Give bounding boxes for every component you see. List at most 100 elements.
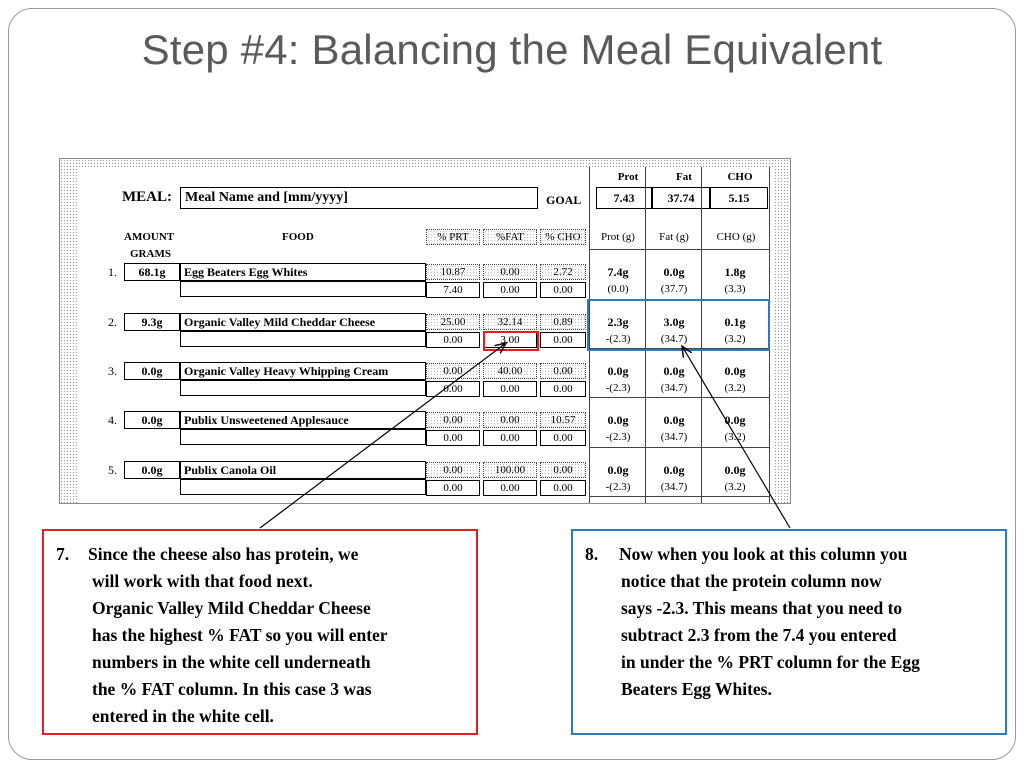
amount-header: AMOUNT (124, 231, 175, 243)
arrow-to-prot-result (682, 346, 791, 529)
prot-g-header: Prot (g) (601, 231, 635, 243)
goal-cho-value: 5.15 (710, 187, 768, 209)
grid-line (589, 348, 770, 349)
grams-field[interactable]: 0.0g (124, 461, 180, 479)
grid-line (645, 167, 646, 503)
grid-line (589, 447, 770, 448)
prot-g-value: 7.4g (607, 265, 629, 279)
food-name-field[interactable]: Egg Beaters Egg Whites (180, 263, 426, 281)
grid-line (589, 397, 770, 398)
callout-right-line: Now when you look at this column you (619, 544, 908, 564)
callout-left-line: Organic Valley Mild Cheddar Cheese (92, 598, 371, 618)
callout-right: 8. Now when you look at this column you … (571, 529, 1007, 735)
slide-title: Step #4: Balancing the Meal Equivalent (141, 26, 883, 73)
result-highlight (587, 299, 770, 351)
callout-left-line: Since the cheese also has protein, we (88, 544, 359, 564)
prt-input-cell[interactable]: 0.00 (426, 332, 480, 348)
fat-input-cell[interactable]: 0.00 (483, 480, 537, 496)
cho-input-cell[interactable]: 0.00 (540, 480, 586, 496)
fat-input-highlight (483, 331, 539, 351)
prot-g-value: 0.0g (607, 364, 629, 378)
prt-input-cell[interactable]: 0.00 (426, 480, 480, 496)
grams-field[interactable]: 68.1g (124, 263, 180, 281)
cho-remaining: (3.2) (724, 333, 746, 345)
cho-remaining: (3.2) (724, 481, 746, 493)
callout-right-number: 8. (585, 544, 599, 564)
prt-input-cell[interactable]: 7.40 (426, 282, 480, 298)
callout-left-line: the % FAT column. In this case 3 was (92, 679, 372, 699)
pct-cho-cell: 0.00 (540, 462, 586, 478)
prot-g-value: 2.3g (607, 315, 629, 329)
pct-fat-cell: 0.00 (483, 264, 537, 280)
row-number: 4. (108, 413, 117, 427)
fat-g-value: 3.0g (663, 315, 685, 329)
callout-left: 7. Since the cheese also has protein, we… (42, 529, 478, 735)
cho-g-header: CHO (g) (716, 231, 756, 243)
fat-g-value: 0.0g (663, 265, 685, 279)
fat-g-value: 0.0g (663, 463, 685, 477)
cho-input-cell[interactable]: 0.00 (540, 332, 586, 348)
grams-header: GRAMS (130, 248, 171, 260)
pct-cho-cell: 10.57 (540, 412, 586, 428)
food-note-field[interactable] (180, 479, 426, 495)
fat-remaining: (34.7) (660, 481, 688, 493)
cho-input-cell[interactable]: 0.00 (540, 282, 586, 298)
spreadsheet-image: Prot Fat CHO MEAL: Meal Name and [mm/yyy… (59, 158, 791, 504)
pct-prt-cell: 25.00 (426, 314, 480, 330)
pct-prt-header: % PRT (426, 229, 480, 245)
prot-g-value: 0.0g (607, 413, 629, 427)
fat-g-value: 0.0g (663, 413, 685, 427)
pct-fat-cell: 40.00 (483, 363, 537, 379)
goal-header-fat: Fat (676, 171, 692, 183)
fat-remaining: (34.7) (660, 431, 688, 443)
pct-prt-cell: 10.87 (426, 264, 480, 280)
pct-prt-cell: 0.00 (426, 462, 480, 478)
row-number: 5. (108, 463, 117, 477)
fat-input-cell[interactable]: 0.00 (483, 381, 537, 397)
fat-remaining: (34.7) (660, 382, 688, 394)
cho-input-cell[interactable]: 0.00 (540, 381, 586, 397)
callout-left-line: will work with that food next. (92, 571, 313, 591)
fat-input-cell[interactable]: 0.00 (483, 430, 537, 446)
grams-field[interactable]: 0.0g (124, 411, 180, 429)
fat-g-header: Fat (g) (659, 231, 689, 243)
cho-remaining: (3.2) (724, 431, 746, 443)
callout-right-line: in under the % PRT column for the Egg (621, 652, 920, 672)
grid-line (589, 249, 770, 250)
fat-g-value: 0.0g (663, 364, 685, 378)
cho-g-value: 0.0g (724, 364, 746, 378)
pct-fat-cell: 0.00 (483, 412, 537, 428)
callout-left-line: has the highest % FAT so you will enter (92, 625, 388, 645)
spreadsheet-body: Prot Fat CHO MEAL: Meal Name and [mm/yyy… (78, 167, 774, 503)
food-name-field[interactable]: Organic Valley Mild Cheddar Cheese (180, 313, 426, 331)
food-note-field[interactable] (180, 429, 426, 445)
arrow-to-fat-input (259, 343, 506, 529)
row-number: 1. (108, 265, 117, 279)
fat-input-cell[interactable]: 0.00 (483, 282, 537, 298)
meal-name-field[interactable]: Meal Name and [mm/yyyy] (180, 187, 538, 209)
callout-left-number: 7. (56, 544, 70, 564)
pct-cho-cell: 0.89 (540, 314, 586, 330)
prot-remaining: -(2.3) (605, 481, 631, 493)
grams-field[interactable]: 0.0g (124, 362, 180, 380)
callout-right-line: subtract 2.3 from the 7.4 you entered (621, 625, 897, 645)
grams-field[interactable]: 9.3g (124, 313, 180, 331)
pct-fat-cell: 100.00 (483, 462, 537, 478)
cho-input-cell[interactable]: 0.00 (540, 430, 586, 446)
callout-right-line: notice that the protein column now (621, 571, 882, 591)
food-note-field[interactable] (180, 281, 426, 297)
pct-cho-header: % CHO (540, 229, 586, 245)
food-name-field[interactable]: Publix Unsweetened Applesauce (180, 411, 426, 429)
callout-right-line: Beaters Egg Whites. (621, 679, 772, 699)
grid-line (589, 167, 590, 503)
food-note-field[interactable] (180, 331, 426, 347)
row-number: 3. (108, 364, 117, 378)
food-name-field[interactable]: Organic Valley Heavy Whipping Cream (180, 362, 426, 380)
cho-g-value: 0.1g (724, 315, 746, 329)
prt-input-cell[interactable]: 0.00 (426, 430, 480, 446)
grid-line (701, 167, 702, 503)
callout-right-line: says -2.3. This means that you need to (621, 598, 903, 618)
food-note-field[interactable] (180, 380, 426, 396)
food-name-field[interactable]: Publix Canola Oil (180, 461, 426, 479)
